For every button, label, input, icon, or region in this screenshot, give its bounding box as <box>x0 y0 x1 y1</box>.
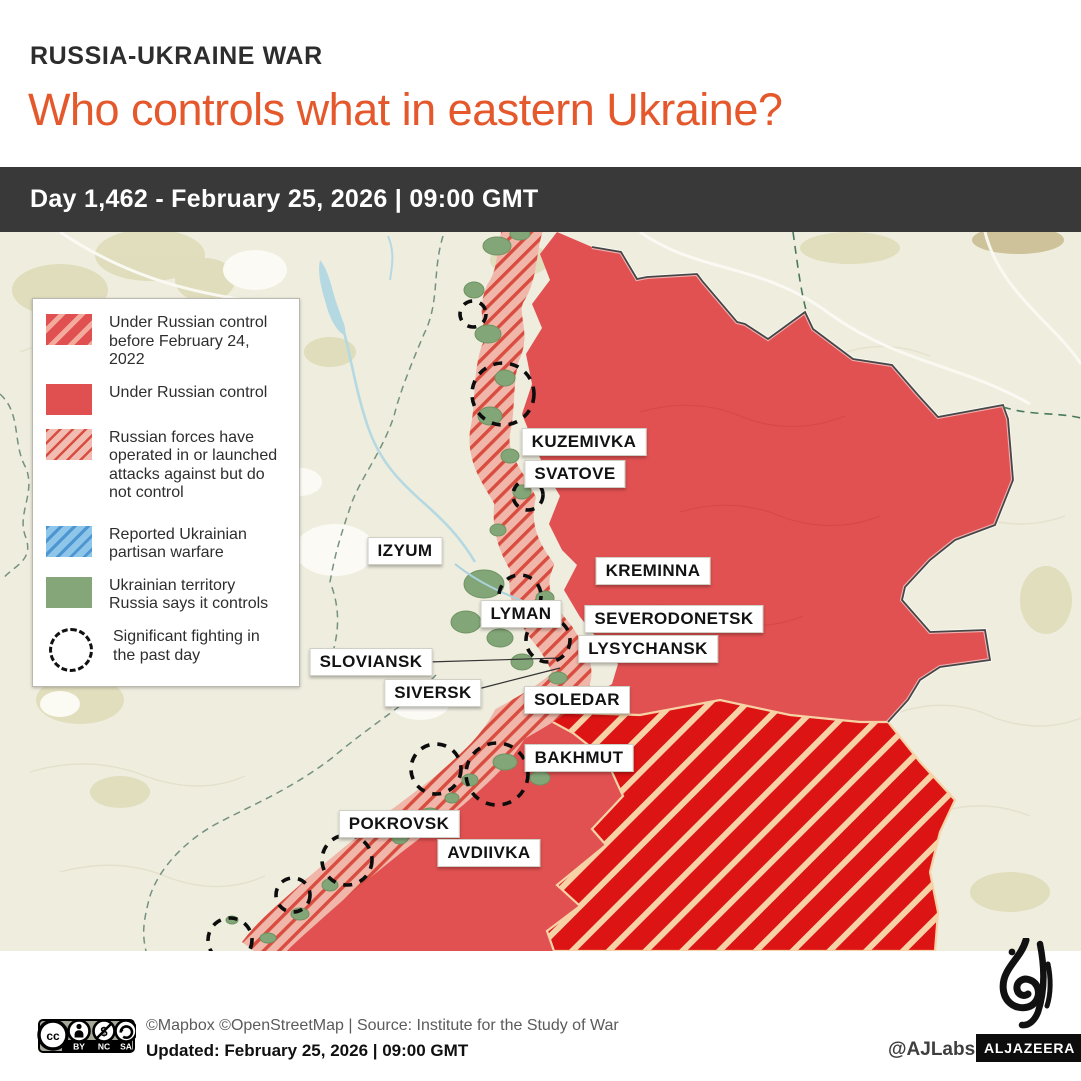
legend-label: Russian forces have operated in or launc… <box>109 428 278 502</box>
svg-text:cc: cc <box>46 1029 60 1043</box>
region-contested-band <box>242 232 592 951</box>
city-label-soledar: SOLEDAR <box>524 686 630 714</box>
svg-text:BY: BY <box>73 1042 85 1052</box>
city-label-pokrovsk: POKROVSK <box>338 810 460 838</box>
label-leader-lines <box>427 657 561 691</box>
legend-swatch-solid-red <box>46 383 92 415</box>
legend-label: Under Russian control <box>109 383 268 401</box>
city-label-izyum: IZYUM <box>367 537 443 565</box>
city-label-lyman: LYMAN <box>480 600 562 628</box>
legend-swatch-solid-green <box>46 576 92 608</box>
page-title: Who controls what in eastern Ukraine? <box>28 84 783 135</box>
border-dashed-continuation <box>792 232 1081 419</box>
roads <box>59 232 1081 406</box>
map-graphic <box>0 232 1081 951</box>
attribution-text: ©Mapbox ©OpenStreetMap | Source: Institu… <box>146 1017 619 1034</box>
city-label-avdiivka: AVDIIVKA <box>437 839 541 867</box>
city-labels-layer: KUZEMIVKA SVATOVE IZYUM KREMINNA LYMAN SEVERO… <box>0 232 1081 951</box>
war-map: KUZEMIVKA SVATOVE IZYUM KREMINNA LYMAN SEVERO… <box>0 232 1081 951</box>
legend-item: Reported Ukrainian partisan warfare <box>46 525 286 563</box>
legend-item: Under Russian control before February 24… <box>46 313 286 370</box>
aljazeera-wordmark: ALJAZEERA <box>976 1034 1081 1062</box>
legend-swatch-hatch-blue <box>46 525 92 557</box>
admin-boundaries <box>0 235 444 951</box>
legend-item: Significant fighting in the past day <box>46 627 286 673</box>
legend-item: Russian forces have operated in or launc… <box>46 428 286 503</box>
svg-text:SA: SA <box>120 1042 132 1052</box>
legend-label: Reported Ukrainian partisan warfare <box>109 525 247 562</box>
map-legend: Under Russian control before February 24… <box>32 298 300 688</box>
city-label-severodonetsk: SEVERODONETSK <box>584 605 764 633</box>
ajlabs-handle: @AJLabs <box>888 1039 976 1060</box>
city-label-sloviansk: SLOVIANSK <box>309 648 433 676</box>
legend-item: Ukrainian territory Russia says it contr… <box>46 576 286 614</box>
city-label-lysychansk: LYSYCHANSK <box>578 635 718 663</box>
creative-commons-badge: cc $ BY NC SA <box>36 1013 138 1064</box>
legend-item: Under Russian control <box>46 383 286 415</box>
date-bar-text: Day 1,462 - February 25, 2026 | 09:00 GM… <box>30 185 539 213</box>
city-label-bakhmut: BAKHMUT <box>524 744 634 772</box>
city-label-kreminna: KREMINNA <box>595 557 711 585</box>
legend-label: Under Russian control before February 24… <box>109 314 268 369</box>
legend-label: Ukrainian territory Russia says it contr… <box>109 576 269 613</box>
rivers <box>319 235 531 605</box>
aljazeera-logo-icon <box>988 936 1060 1035</box>
international-border-line <box>591 246 1014 723</box>
footer: cc $ BY NC SA ©Mapbox ©OpenStreetMap | S… <box>0 936 1081 1081</box>
city-label-siversk: SIVERSK <box>384 679 482 707</box>
svg-text:NC: NC <box>98 1042 110 1052</box>
legend-label: Significant fighting in the past day <box>113 628 260 664</box>
legend-swatch-hatch-pink <box>46 428 92 460</box>
legend-swatch-hatch-red <box>46 314 92 345</box>
region-pre2022-control <box>543 698 957 951</box>
updated-text: Updated: February 25, 2026 | 09:00 GMT <box>146 1041 469 1060</box>
kicker-title: RUSSIA-UKRAINE WAR <box>30 42 323 70</box>
city-label-kuzemivka: KUZEMIVKA <box>521 428 647 456</box>
date-bar: Day 1,462 - February 25, 2026 | 09:00 GM… <box>0 167 1081 232</box>
legend-swatch-circle <box>49 628 93 673</box>
city-label-svatove: SVATOVE <box>524 460 626 488</box>
vegetation-patch-ne <box>972 232 1064 254</box>
